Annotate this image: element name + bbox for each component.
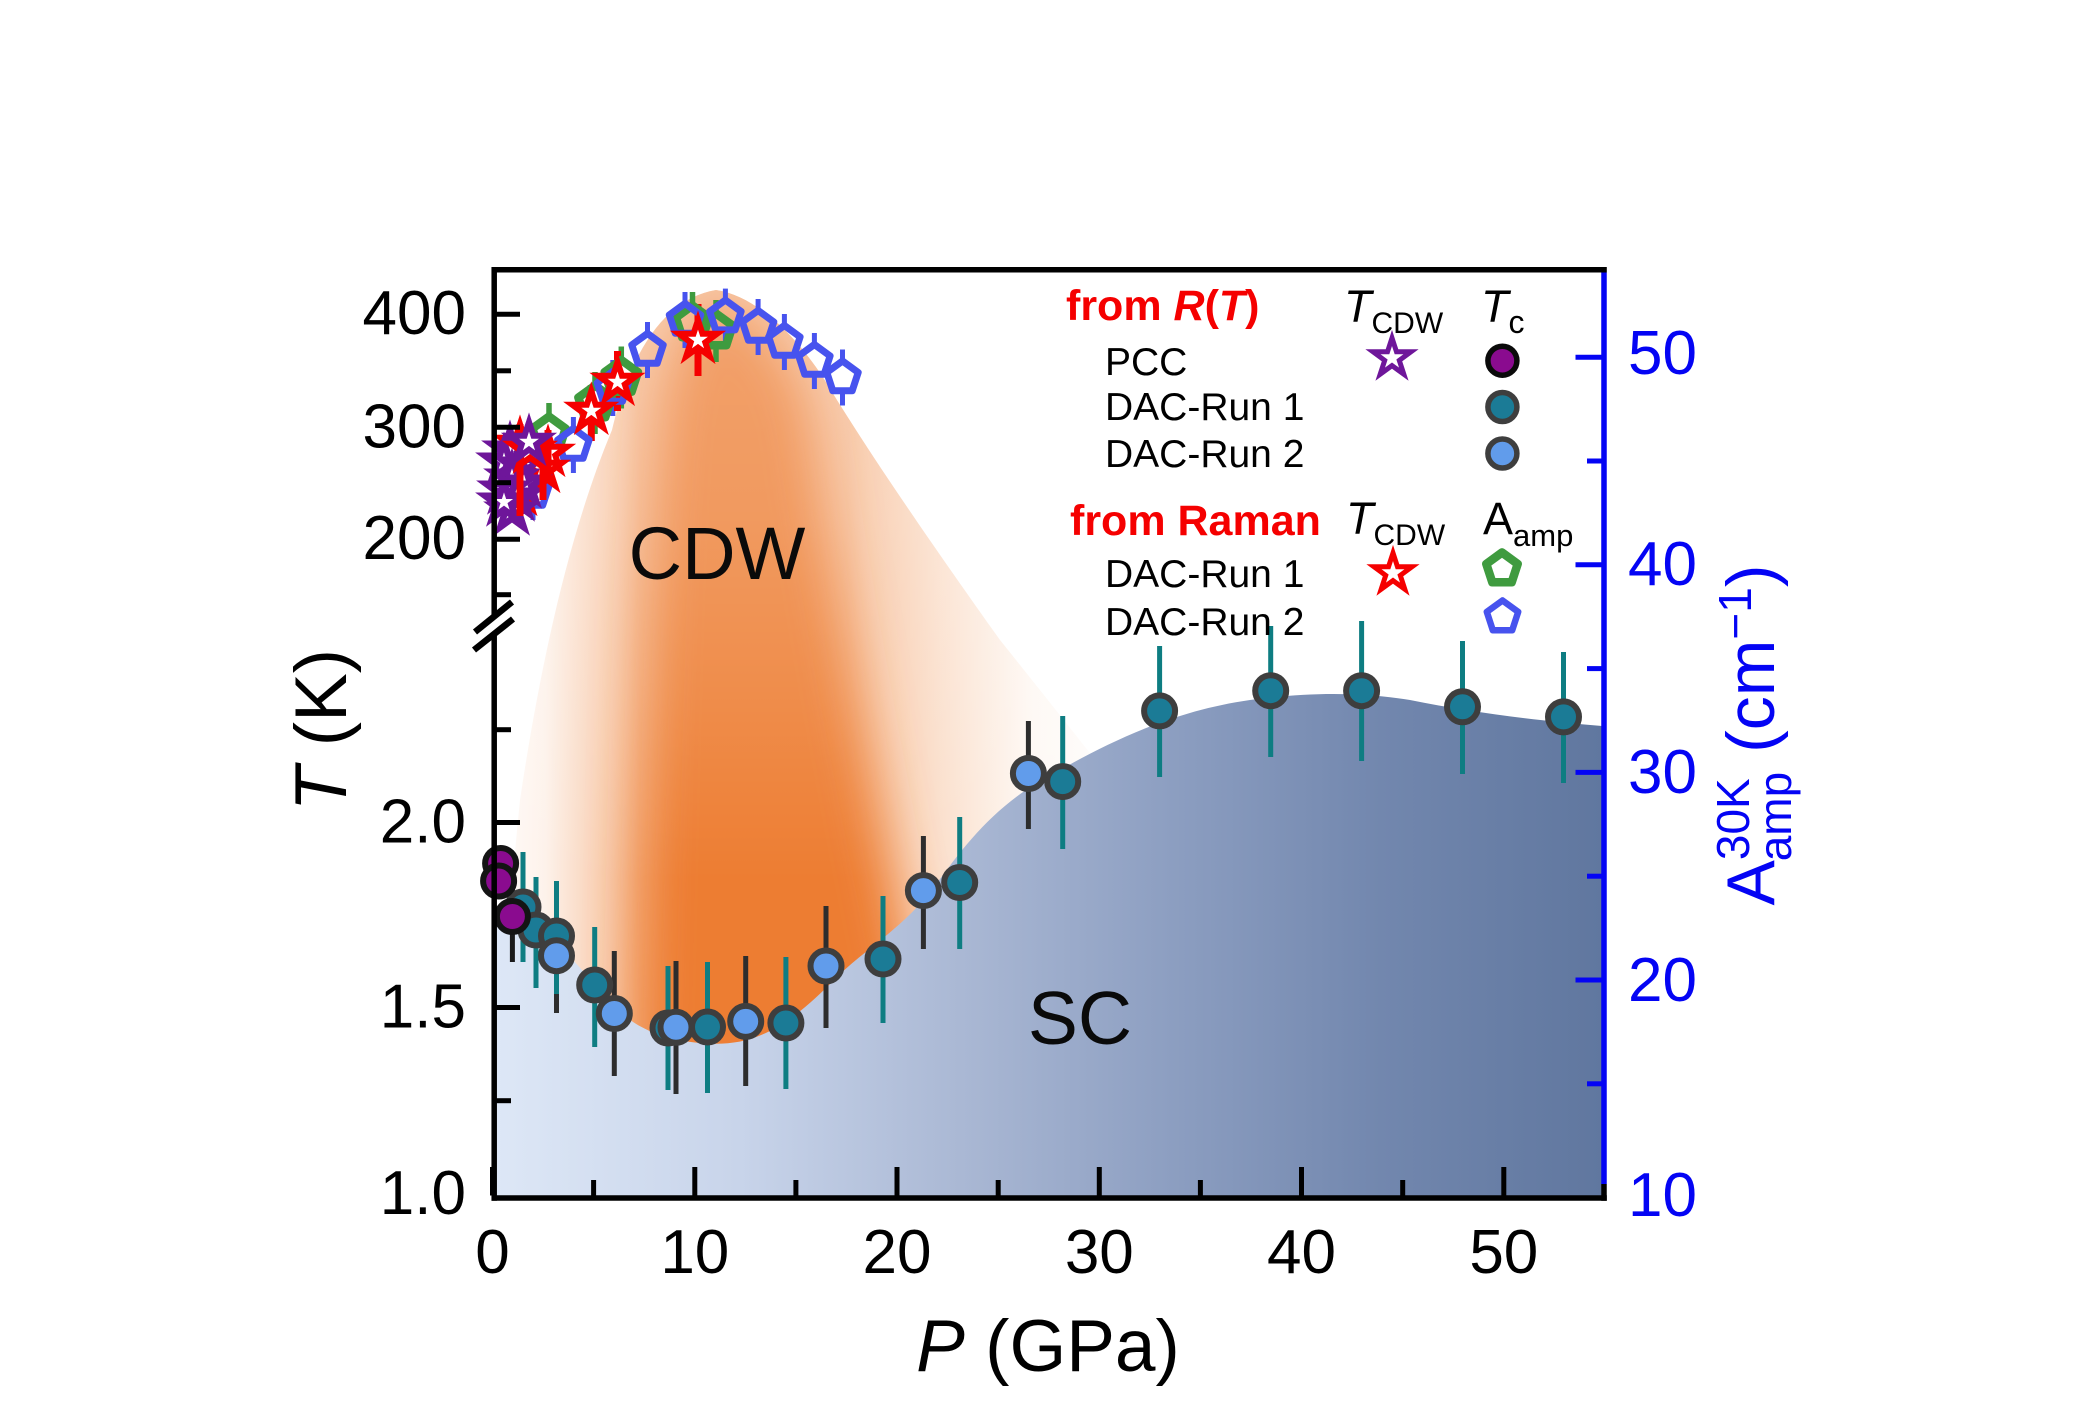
svg-text:40: 40 bbox=[1267, 1218, 1336, 1287]
svg-text:SC: SC bbox=[1028, 976, 1132, 1060]
svg-text:T (K): T (K) bbox=[281, 649, 362, 811]
svg-text:10: 10 bbox=[660, 1218, 729, 1287]
svg-text:PCC: PCC bbox=[1105, 341, 1187, 384]
svg-text:30: 30 bbox=[1628, 738, 1697, 807]
svg-text:400: 400 bbox=[363, 279, 466, 348]
svg-text:DAC-Run 1: DAC-Run 1 bbox=[1105, 553, 1304, 596]
svg-text:1.0: 1.0 bbox=[380, 1159, 466, 1228]
svg-text:20: 20 bbox=[863, 1218, 932, 1287]
svg-text:200: 200 bbox=[363, 504, 466, 573]
svg-text:A30Kamp (cm−1): A30Kamp (cm−1) bbox=[1707, 565, 1801, 906]
svg-text:TCDW: TCDW bbox=[1344, 281, 1444, 340]
svg-text:TCDW: TCDW bbox=[1346, 493, 1446, 552]
svg-text:50: 50 bbox=[1628, 319, 1697, 388]
svg-text:40: 40 bbox=[1628, 530, 1697, 599]
svg-text:10: 10 bbox=[1628, 1161, 1697, 1230]
svg-text:Tc: Tc bbox=[1481, 281, 1525, 340]
svg-text:from R(T): from R(T) bbox=[1066, 282, 1260, 330]
svg-text:0: 0 bbox=[475, 1218, 509, 1287]
svg-text:P (GPa): P (GPa) bbox=[916, 1306, 1180, 1387]
svg-text:2.0: 2.0 bbox=[380, 788, 466, 857]
svg-text:DAC-Run 2: DAC-Run 2 bbox=[1105, 601, 1304, 644]
svg-text:CDW: CDW bbox=[629, 512, 806, 595]
svg-text:50: 50 bbox=[1469, 1218, 1538, 1287]
svg-text:300: 300 bbox=[363, 392, 466, 461]
svg-text:1.5: 1.5 bbox=[380, 973, 466, 1042]
svg-text:from Raman: from Raman bbox=[1070, 497, 1321, 545]
svg-text:DAC-Run 1: DAC-Run 1 bbox=[1105, 386, 1304, 429]
svg-text:30: 30 bbox=[1065, 1218, 1134, 1287]
svg-text:20: 20 bbox=[1628, 946, 1697, 1015]
svg-text:DAC-Run 2: DAC-Run 2 bbox=[1105, 433, 1304, 476]
